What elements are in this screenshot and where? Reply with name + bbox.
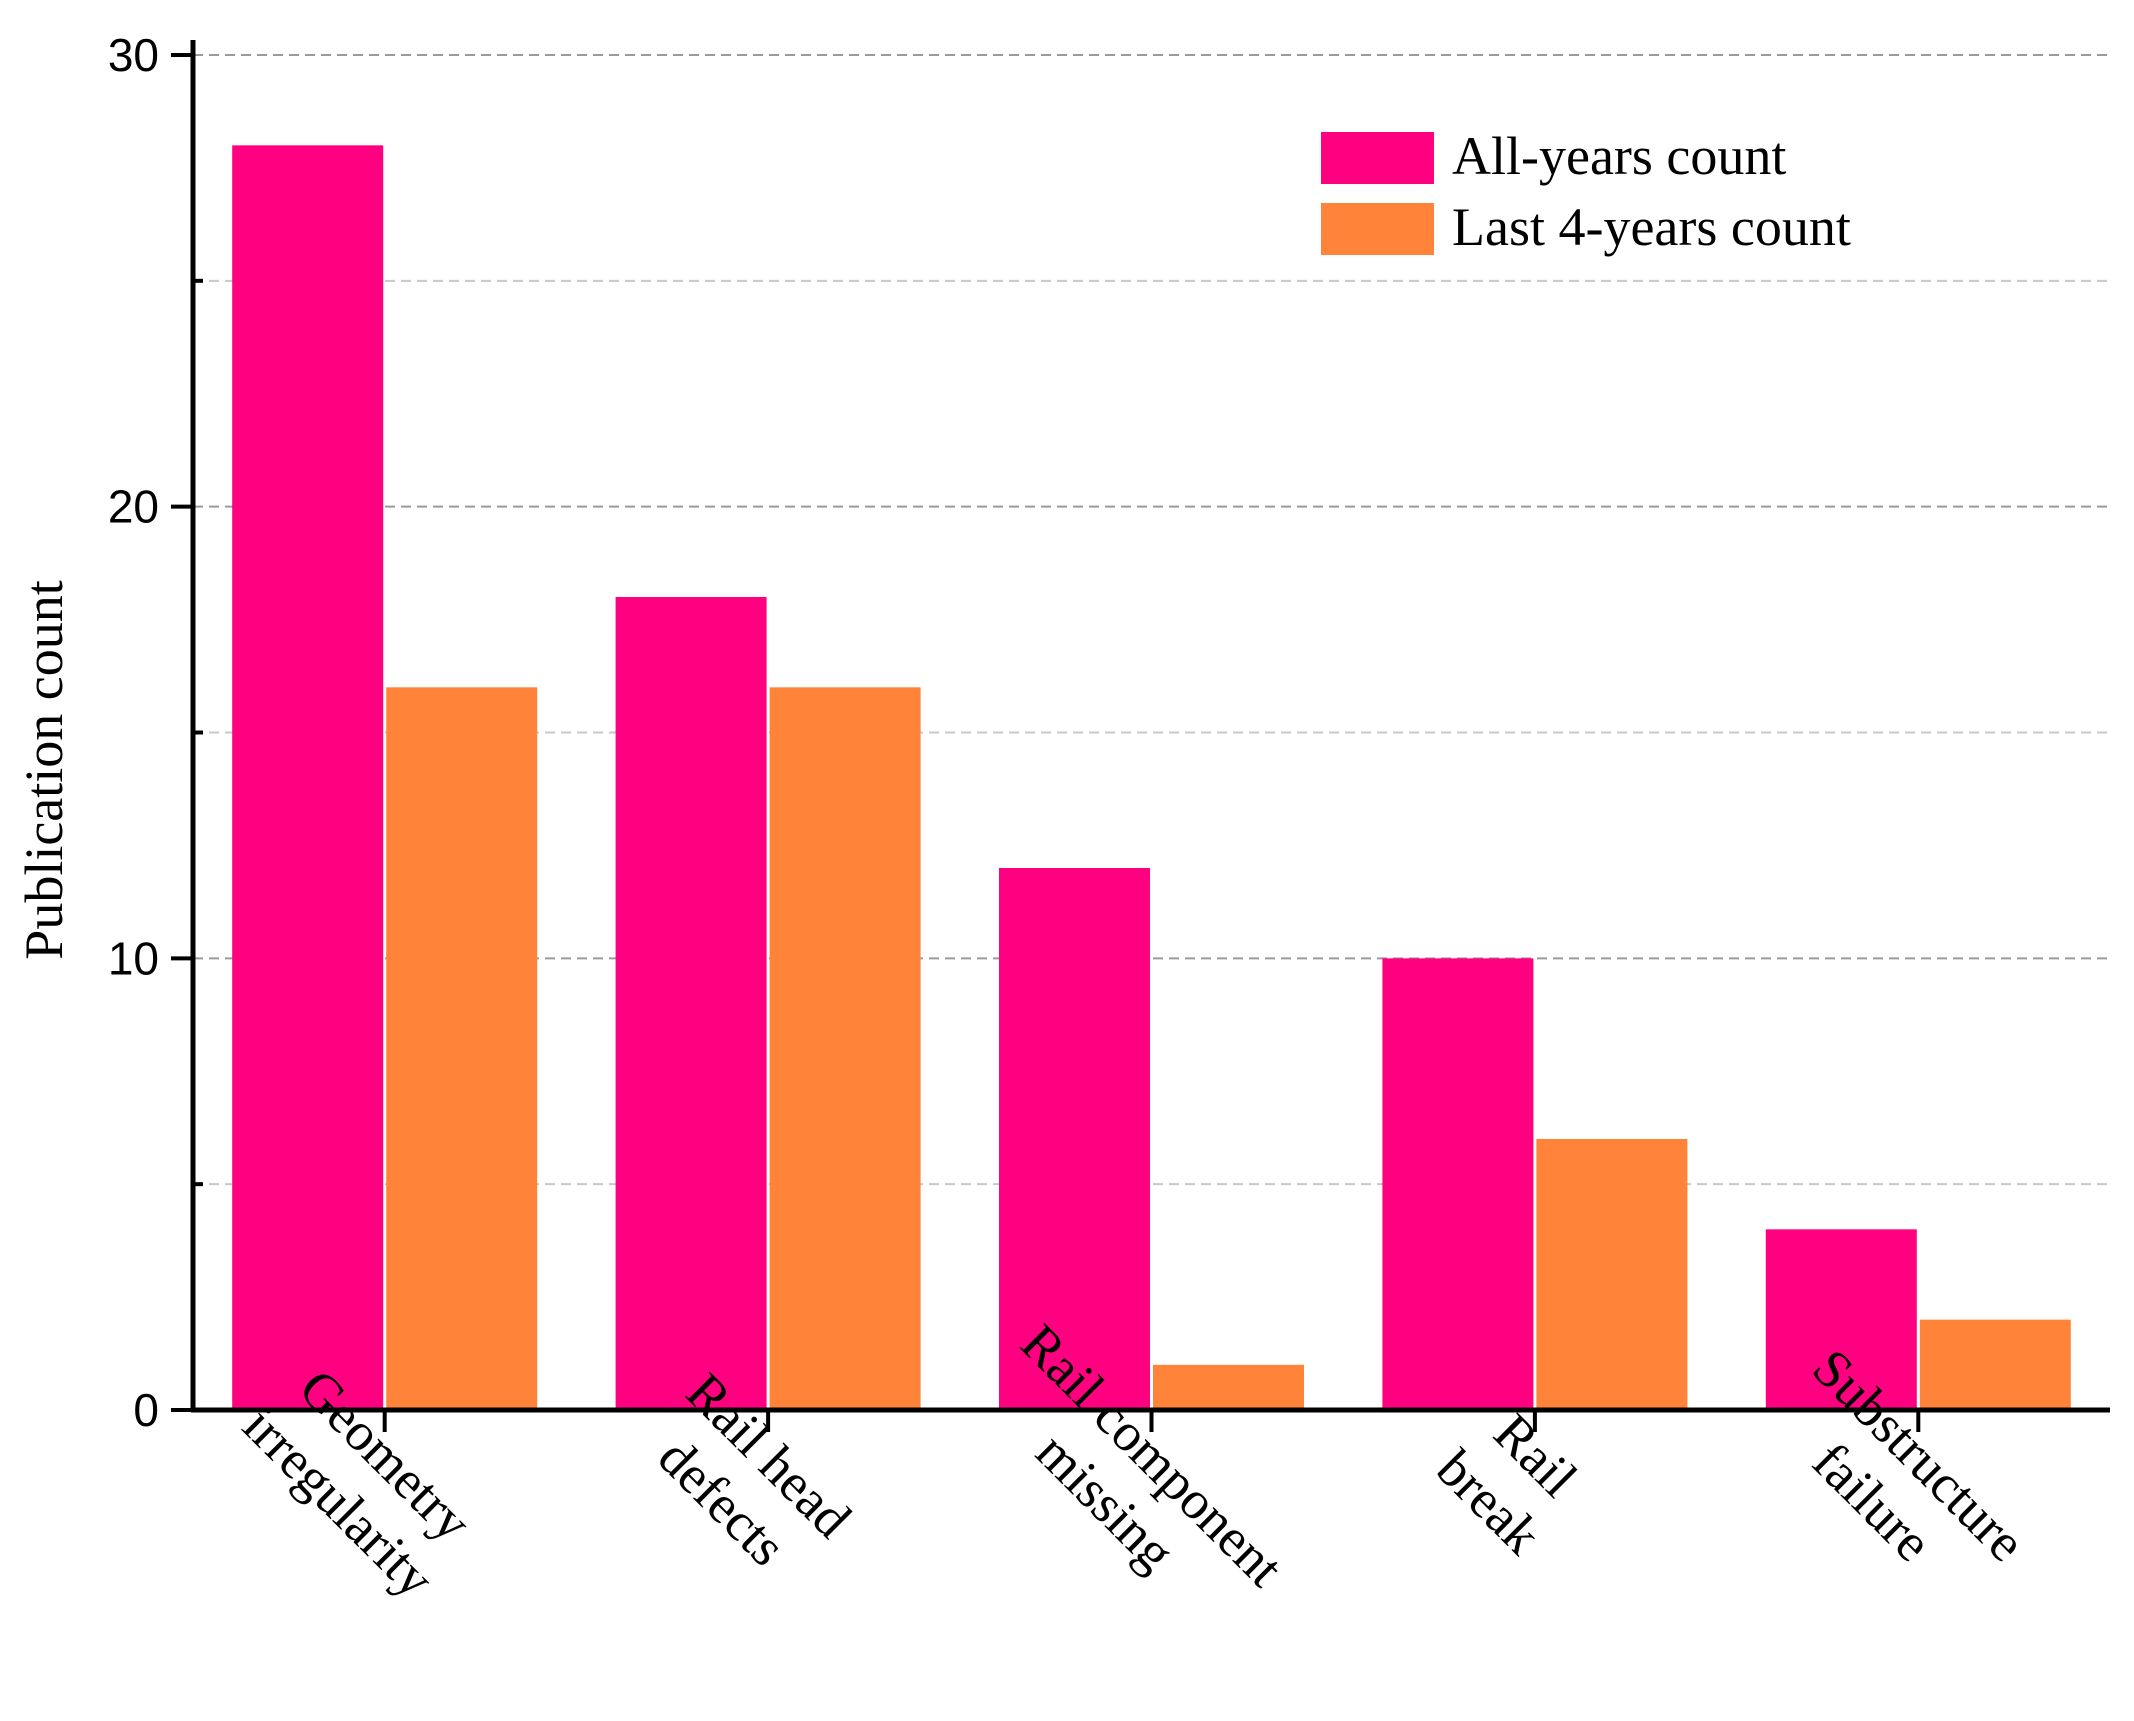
y-tick-label: 30 bbox=[108, 29, 159, 81]
bar-all-years-count-1 bbox=[615, 597, 767, 1410]
legend-label: All-years count bbox=[1452, 126, 1786, 186]
y-tick-label: 20 bbox=[108, 481, 159, 533]
bar-last-4-years-count-2 bbox=[1153, 1364, 1304, 1410]
bar-all-years-count-4 bbox=[1765, 1229, 1917, 1410]
axes: 0 10 20 30 bbox=[108, 29, 2110, 1436]
y-tick-label: 0 bbox=[133, 1384, 159, 1436]
legend-label: Last 4-years count bbox=[1452, 197, 1851, 257]
legend-swatch bbox=[1321, 203, 1434, 255]
bar-all-years-count-0 bbox=[232, 145, 384, 1410]
bar-all-years-count-3 bbox=[1382, 958, 1534, 1410]
bars bbox=[232, 145, 2071, 1410]
bar-last-4-years-count-0 bbox=[386, 687, 538, 1410]
bar-last-4-years-count-1 bbox=[769, 687, 921, 1410]
y-tick-label: 10 bbox=[108, 932, 159, 984]
y-axis-title: Publication count bbox=[14, 580, 74, 959]
bar-last-4-years-count-4 bbox=[1919, 1319, 2071, 1410]
legend-swatch bbox=[1321, 132, 1434, 184]
bar-last-4-years-count-3 bbox=[1536, 1139, 1688, 1410]
bar-all-years-count-2 bbox=[999, 868, 1150, 1410]
legend: All-years count Last 4-years count bbox=[1321, 126, 1851, 257]
